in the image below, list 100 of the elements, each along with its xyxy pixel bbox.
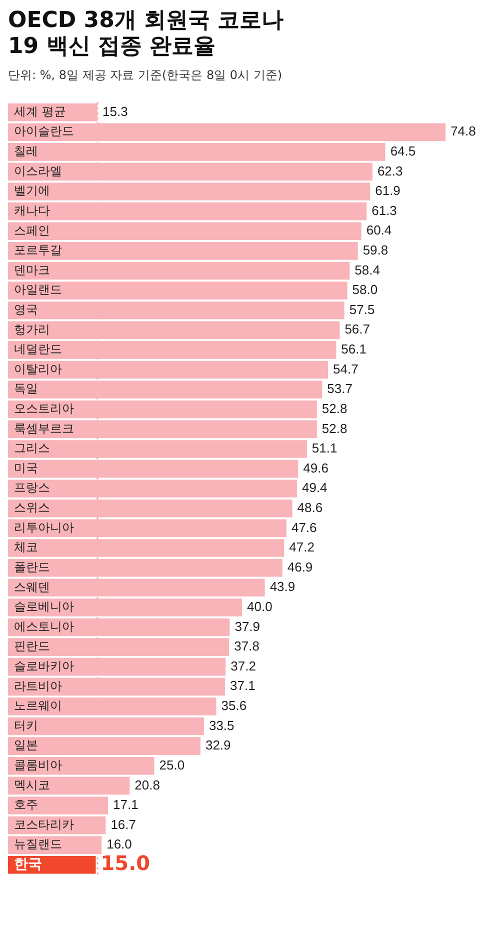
bar <box>8 796 108 814</box>
data-label: 64.5 <box>390 143 416 158</box>
data-label: 53.7 <box>327 380 352 396</box>
data-label: 17.1 <box>113 796 138 812</box>
y-tick-label: 멕시코 <box>14 778 50 792</box>
y-tick-label: 폴란드 <box>14 560 50 574</box>
y-tick-label: 체코 <box>14 540 38 554</box>
data-label: 58.0 <box>352 282 378 297</box>
bar <box>8 182 370 200</box>
bar <box>8 440 307 458</box>
data-label: 47.6 <box>291 520 317 535</box>
bar <box>8 618 230 636</box>
bar <box>8 162 372 180</box>
bar <box>8 460 298 478</box>
y-tick-label: 스웨덴 <box>14 580 50 594</box>
data-label: 40.0 <box>247 598 272 614</box>
data-label: 51.1 <box>312 440 338 456</box>
data-label: 61.3 <box>372 202 397 218</box>
bar <box>8 242 358 260</box>
y-tick-label: 슬로베니아 <box>14 599 74 614</box>
y-tick-label: 일본 <box>14 738 38 752</box>
data-label: 43.9 <box>270 578 296 594</box>
bar <box>8 736 200 755</box>
data-label: 37.1 <box>230 678 256 694</box>
y-tick-label: 노르웨이 <box>14 698 62 712</box>
data-label: 60.4 <box>366 222 392 238</box>
y-tick-label: 리투아니아 <box>14 520 74 534</box>
bar <box>8 360 328 378</box>
bar <box>8 638 230 656</box>
data-label: 57.5 <box>349 302 375 317</box>
data-label: 37.8 <box>234 638 260 654</box>
y-tick-label: 세계 평균 <box>14 104 66 118</box>
y-tick-label: 호주 <box>14 797 38 812</box>
data-label: 25.0 <box>159 757 185 772</box>
y-tick-label: 독일 <box>14 381 38 396</box>
data-label: 59.8 <box>362 242 388 258</box>
bar <box>8 499 292 518</box>
data-label: 37.9 <box>234 618 260 634</box>
bar <box>8 598 242 616</box>
bar <box>8 578 265 596</box>
bar <box>8 340 336 359</box>
bar <box>8 202 367 220</box>
y-tick-label: 헝가리 <box>14 322 50 336</box>
y-tick-label: 네덜란드 <box>14 342 62 356</box>
data-label: 32.9 <box>205 737 231 752</box>
bar <box>8 856 96 874</box>
bar <box>8 380 322 398</box>
y-tick-label: 스페인 <box>14 223 50 238</box>
data-label: 20.8 <box>134 777 160 792</box>
data-label: 16.7 <box>110 816 136 832</box>
chart-title: OECD 38개 회원국 코로나19 백신 접종 완료율 <box>8 8 285 61</box>
y-tick-label: 터키 <box>14 718 38 732</box>
data-label: 54.7 <box>332 361 358 376</box>
y-tick-label: 아이슬란드 <box>14 124 74 138</box>
y-tick-label: 오스트리아 <box>14 401 74 416</box>
y-tick-label: 그리스 <box>14 440 50 455</box>
y-tick-label: 포르투갈 <box>14 242 62 257</box>
data-label: 61.9 <box>375 182 400 198</box>
y-tick-label: 영국 <box>14 302 38 316</box>
y-tick-label: 뉴질랜드 <box>14 837 62 851</box>
bar <box>8 420 317 438</box>
y-tick-label: 이스라엘 <box>14 164 62 178</box>
y-tick-label: 코스타리카 <box>14 817 74 832</box>
y-tick-label: 미국 <box>14 460 38 475</box>
bar <box>8 400 317 418</box>
bar <box>8 122 446 141</box>
bar <box>8 558 282 577</box>
y-tick-label: 벨기에 <box>14 183 50 198</box>
bar <box>8 697 216 716</box>
data-label: 56.1 <box>341 341 366 356</box>
y-tick-label: 이탈리아 <box>14 362 62 376</box>
chart-subtitle: 단위: %, 8일 제공 자료 기준(한국은 8일 0시 기준) <box>8 66 284 84</box>
bar <box>8 142 386 161</box>
y-tick-label: 에스토니아 <box>14 619 74 634</box>
data-label: 33.5 <box>208 718 234 733</box>
y-tick-label: 슬로바키아 <box>14 658 74 673</box>
y-tick-label: 프랑스 <box>14 480 50 495</box>
bar <box>8 222 362 240</box>
y-tick-label: 룩셈부르크 <box>14 421 74 436</box>
y-tick-label: 핀란드 <box>14 638 50 653</box>
data-label: 35.6 <box>221 698 247 713</box>
bar <box>8 281 348 300</box>
y-tick-label: 덴마크 <box>14 262 50 277</box>
y-tick-label: 칠레 <box>14 144 38 158</box>
y-tick-label: 콜롬비아 <box>14 758 62 772</box>
data-label: 47.2 <box>289 539 314 554</box>
y-tick-label: 한국 <box>14 856 42 872</box>
data-label: 16.0 <box>106 836 132 852</box>
bar <box>8 262 350 280</box>
bar <box>8 756 154 775</box>
y-tick-label: 라트비아 <box>14 678 62 693</box>
y-tick-label: 아일랜드 <box>14 282 62 296</box>
y-tick-label: 캐나다 <box>14 203 50 218</box>
bar <box>8 776 130 794</box>
data-label: 49.6 <box>303 460 328 476</box>
data-label: 49.4 <box>302 480 328 495</box>
data-label: 48.6 <box>297 500 323 515</box>
bar <box>8 717 204 735</box>
data-label: 52.8 <box>322 400 348 416</box>
data-label: 74.8 <box>450 123 476 138</box>
